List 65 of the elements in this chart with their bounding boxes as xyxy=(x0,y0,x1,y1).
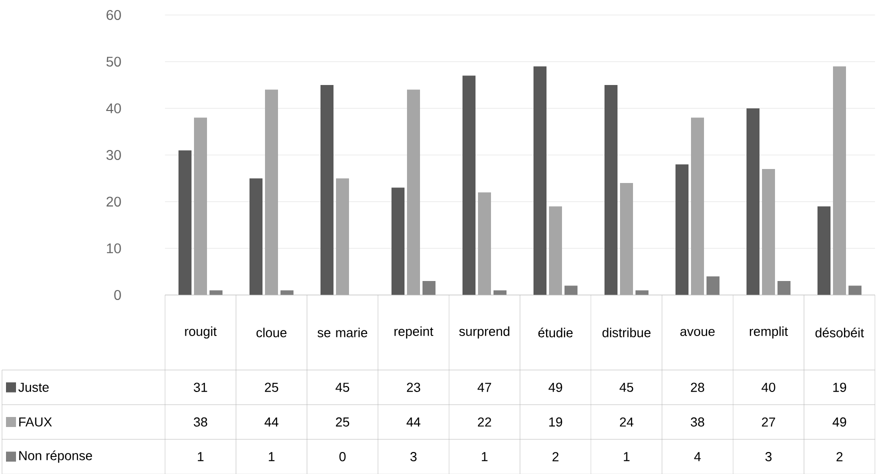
data-label: 3 xyxy=(765,452,772,462)
legend-label: Juste xyxy=(18,382,49,392)
data-label: 49 xyxy=(548,382,562,392)
legend-label: FAUX xyxy=(19,417,52,427)
data-label: 1 xyxy=(268,452,274,462)
x-tick-label: étudie xyxy=(538,328,573,338)
data-label: 44 xyxy=(406,418,420,426)
bar xyxy=(818,206,831,295)
data-label: 24 xyxy=(620,417,634,427)
x-tick-label: désobéit xyxy=(815,328,864,338)
data-label: 1 xyxy=(198,452,204,462)
data-label: 19 xyxy=(833,382,846,392)
x-tick-label: avoue xyxy=(680,328,715,336)
data-label: 23 xyxy=(406,382,420,392)
bar xyxy=(746,108,760,295)
bar xyxy=(534,66,547,295)
data-label: 45 xyxy=(620,382,634,392)
data-label: 28 xyxy=(690,382,704,392)
legend-label: Non réponse xyxy=(19,450,92,463)
data-label: 2 xyxy=(552,452,558,462)
bar xyxy=(778,281,791,295)
data-label: 27 xyxy=(762,417,776,427)
bar xyxy=(462,76,476,295)
data-label: 19 xyxy=(549,417,562,427)
y-tick-label: 50 xyxy=(106,56,121,67)
bar xyxy=(706,276,720,295)
data-label: 47 xyxy=(478,382,492,392)
x-tick-label: cloue xyxy=(256,328,286,338)
bar xyxy=(848,286,862,295)
y-tick-label: 20 xyxy=(106,196,121,207)
data-label: 44 xyxy=(264,418,278,426)
x-tick-label: remplit xyxy=(750,326,788,339)
bar xyxy=(250,178,263,295)
data-label: 31 xyxy=(194,382,208,392)
data-label: 45 xyxy=(336,382,350,392)
x-tick-label: se marie xyxy=(318,328,368,338)
y-tick-label: 10 xyxy=(106,243,121,254)
data-label: 1 xyxy=(482,452,488,462)
data-label: 2 xyxy=(836,452,842,462)
data-label: 25 xyxy=(264,382,278,392)
data-label: 25 xyxy=(336,417,350,427)
bar xyxy=(676,164,689,295)
bar xyxy=(604,85,618,295)
y-tick-label: 40 xyxy=(106,103,121,114)
data-label: 40 xyxy=(762,382,776,392)
x-tick-label: distribue xyxy=(602,328,650,338)
data-label: 22 xyxy=(478,417,492,427)
data-label: 1 xyxy=(624,452,630,462)
bar xyxy=(564,286,578,295)
data-label: 3 xyxy=(410,452,417,462)
x-tick-label: surprend xyxy=(459,326,510,339)
data-label: 49 xyxy=(832,417,846,427)
data-label: 4 xyxy=(694,452,701,462)
y-tick-label: 30 xyxy=(106,150,121,160)
y-tick-label: 60 xyxy=(106,10,121,20)
x-tick-label: rougit xyxy=(185,326,217,339)
bar xyxy=(320,85,334,295)
bar xyxy=(392,188,405,295)
bar xyxy=(178,150,192,295)
data-label: 38 xyxy=(690,417,704,427)
data-label: 38 xyxy=(194,417,208,427)
data-label: 0 xyxy=(339,452,346,462)
bar xyxy=(422,281,436,295)
x-tick-label: repeint xyxy=(394,326,434,339)
y-tick-label: 0 xyxy=(114,290,121,300)
